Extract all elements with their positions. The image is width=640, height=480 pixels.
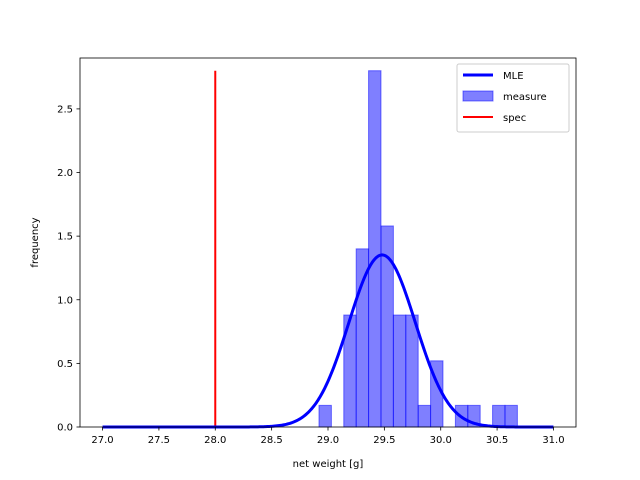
legend-label-0: MLE: [503, 71, 524, 82]
x-tick-label-6: 30.0: [430, 435, 452, 446]
x-tick-label-8: 31.0: [542, 435, 564, 446]
legend-swatch-1: [462, 90, 494, 102]
histogram-bar-0: [318, 404, 332, 428]
histogram-bar-15: [504, 404, 518, 428]
legend-label-1: measure: [503, 92, 547, 103]
legend-label-2: spec: [503, 113, 526, 124]
y-tick-label-3: 1.5: [57, 232, 73, 243]
x-tick-label-5: 29.5: [373, 435, 395, 446]
x-axis-label: net weight [g]: [293, 459, 364, 470]
x-tick-label-0: 27.0: [91, 435, 113, 446]
x-tick-label-7: 30.5: [486, 435, 508, 446]
histogram-bar-6: [392, 314, 407, 428]
y-tick-label-5: 2.5: [57, 104, 73, 115]
x-tick-label-2: 28.0: [204, 435, 226, 446]
tick-marks: 27.0 27.5 28.0 28.5 29.0 29.5 30.0 30.5 31.0 0.0 0…: [57, 104, 564, 446]
y-tick-label-2: 1.0: [57, 295, 73, 306]
histogram-bar-4: [368, 70, 382, 428]
legend: MLE measure spec: [456, 63, 570, 133]
y-tick-label-1: 0.5: [57, 359, 73, 370]
histogram-bar-14: [492, 404, 506, 428]
x-tick-label-4: 29.0: [317, 435, 339, 446]
x-tick-label-1: 27.5: [148, 435, 170, 446]
histogram-bar-8: [417, 404, 432, 428]
legend-box: [456, 63, 570, 133]
y-tick-label-0: 0.0: [57, 423, 73, 434]
x-tick-label-3: 28.5: [261, 435, 283, 446]
histogram-bar-7: [405, 314, 419, 428]
histogram-bars: [318, 70, 518, 428]
y-axis-label: frequency: [30, 217, 41, 267]
y-tick-label-4: 2.0: [57, 168, 73, 179]
